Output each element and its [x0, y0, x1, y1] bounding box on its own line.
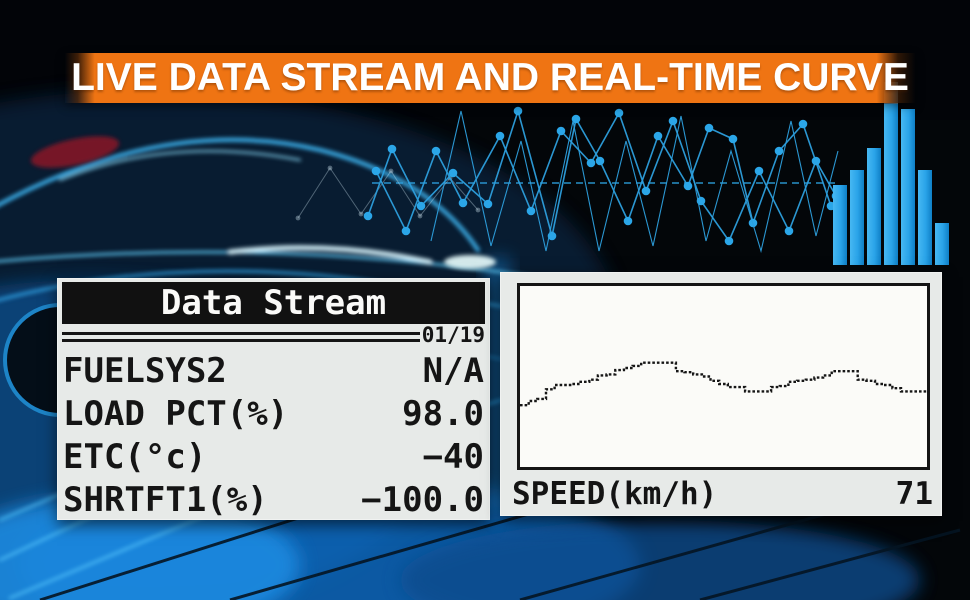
- banner: LIVE DATA STREAM AND REAL-TIME CURVE: [65, 53, 915, 103]
- decor-zigzag-dot: [547, 231, 557, 241]
- decor-bar: [901, 109, 915, 265]
- decor-zigzag-dot: [483, 199, 493, 209]
- decor-net-dot: [447, 175, 453, 181]
- decor-zigzag-dot: [774, 146, 784, 156]
- pid-label: FUELSYS2: [63, 350, 227, 391]
- decor-zigzag-line: [430, 110, 839, 254]
- speed-value: 71: [895, 475, 933, 512]
- pid-row: ETC(°c) −40: [62, 435, 485, 478]
- pid-value: 98.0: [402, 393, 484, 434]
- pid-label: LOAD PCT(%): [63, 393, 289, 434]
- decor-net-dot: [327, 165, 333, 171]
- speed-readout-row: SPEED(km/h) 71: [512, 474, 933, 514]
- decor-zigzag-dot: [513, 106, 523, 116]
- decor-bar: [884, 82, 898, 265]
- decor-zigzag-dot: [704, 123, 714, 133]
- decor-zigzag-line: [367, 108, 832, 237]
- decor-zigzag-dot: [614, 108, 624, 118]
- pid-rows: FUELSYS2 N/A LOAD PCT(%) 98.0 ETC(°c) −40 SHRT…: [62, 349, 485, 521]
- decor-net-dot: [388, 168, 394, 174]
- pid-row: FUELSYS2 N/A: [62, 349, 485, 392]
- decor-zigzag-dot: [371, 166, 381, 176]
- panel-header: Data Stream: [62, 282, 485, 324]
- decor-zigzag-dot: [416, 201, 426, 211]
- banner-title: LIVE DATA STREAM AND REAL-TIME CURVE: [71, 56, 909, 99]
- page-indicator: 01/19: [421, 323, 485, 348]
- decor-net-dot: [358, 211, 364, 217]
- decor-faint-net: [297, 167, 479, 219]
- decor-zigzag-dot: [401, 226, 411, 236]
- speed-label: SPEED(km/h): [512, 475, 718, 512]
- decor-zigzag-dot: [798, 119, 808, 129]
- decor-net-dot: [417, 213, 423, 219]
- decor-zigzag-dot: [387, 144, 397, 154]
- decor-bar: [867, 148, 881, 265]
- decor-zigzag-dot: [623, 216, 633, 226]
- speed-curve-path: [520, 361, 927, 407]
- decor-bar-chart: [833, 82, 955, 265]
- decor-zigzag-dot: [784, 226, 794, 236]
- decor-bar: [918, 170, 932, 265]
- decor-zigzag-dot: [748, 218, 758, 228]
- data-stream-panel: Data Stream 01/19 FUELSYS2 N/A LOAD PCT(%)…: [57, 278, 490, 520]
- decor-bar: [935, 223, 949, 265]
- pid-value: −100.0: [361, 479, 484, 520]
- pid-label: ETC(°c): [63, 436, 207, 477]
- decor-zigzag-dot: [641, 186, 651, 196]
- decor-zigzag-dot: [811, 156, 821, 166]
- pid-value: −40: [422, 436, 484, 477]
- decor-zigzag-dot: [754, 166, 764, 176]
- header-underline-row: 01/19: [62, 323, 485, 348]
- decor-zigzag-dot: [556, 126, 566, 136]
- decor-zigzag-dot: [668, 116, 678, 126]
- decor-zigzag-dot: [526, 206, 536, 216]
- decor-zigzag-dot: [728, 134, 738, 144]
- pid-value: N/A: [422, 350, 484, 391]
- decor-zigzag-dot: [363, 211, 373, 221]
- decor-net-dot: [295, 215, 301, 221]
- decor-zigzag-dot: [458, 198, 468, 208]
- decor-bar: [850, 170, 864, 265]
- curve-chart-frame: [517, 283, 930, 470]
- panel-title: Data Stream: [160, 283, 387, 323]
- decor-zigzag-dot: [586, 158, 596, 168]
- decor-zigzag-dot: [448, 168, 458, 178]
- speed-curve-panel: SPEED(km/h) 71: [500, 272, 942, 516]
- decor-net-dot: [475, 207, 481, 213]
- decor-zigzag-line: [375, 111, 837, 243]
- pid-row: LOAD PCT(%) 98.0: [62, 392, 485, 435]
- pid-row: SHRTFT1(%) −100.0: [62, 478, 485, 521]
- decor-zigzag-dot: [724, 236, 734, 246]
- speed-curve: [520, 361, 927, 407]
- decor-bar: [833, 185, 847, 265]
- decor-zigzag-dot: [696, 196, 706, 206]
- decor-zigzag-dot: [495, 131, 505, 141]
- double-line: [62, 332, 420, 342]
- decor-zigzag-dot: [595, 156, 605, 166]
- decor-zigzag-dot: [683, 181, 693, 191]
- decor-zigzag-dot: [431, 146, 441, 156]
- pid-label: SHRTFT1(%): [63, 479, 268, 520]
- decor-zigzag-dot: [571, 114, 581, 124]
- decor-zigzag-dot: [653, 131, 663, 141]
